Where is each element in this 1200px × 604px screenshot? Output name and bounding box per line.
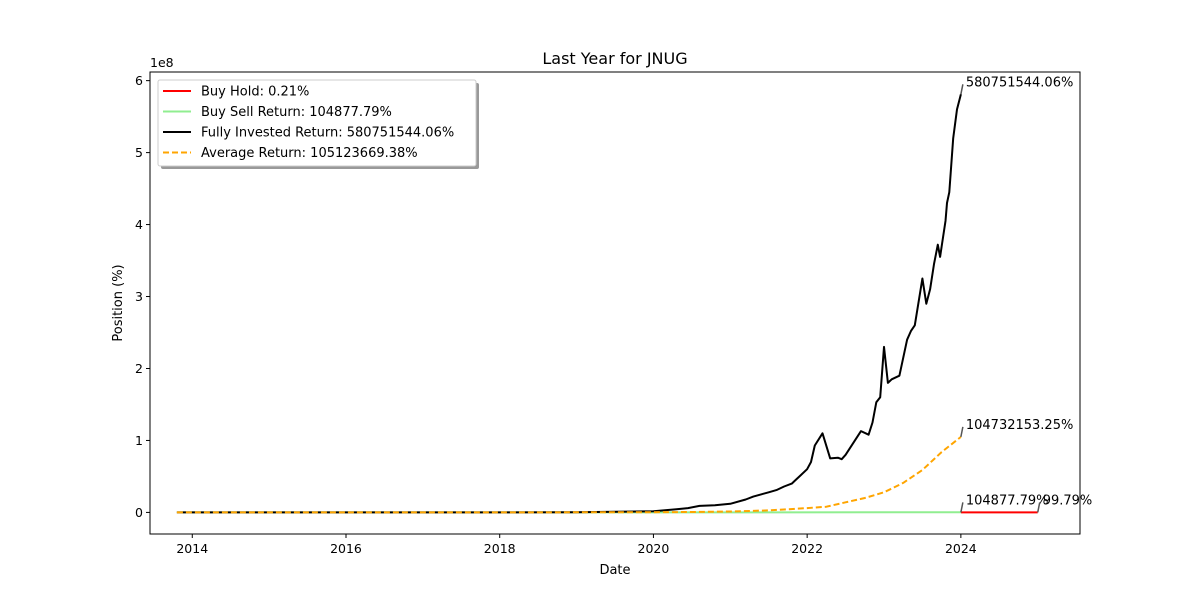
chart-title: Last Year for JNUG	[542, 49, 687, 68]
y-tick-label-6: 6	[135, 73, 143, 88]
annotation-arrow-0	[961, 84, 963, 94]
annotation-label-0: 580751544.06%	[966, 75, 1073, 90]
x-tick-label-3: 2020	[638, 541, 670, 556]
annotation-label-1: 104732153.25%	[966, 418, 1073, 433]
y-tick-label-0: 0	[135, 505, 143, 520]
annotation-arrow-1	[961, 427, 963, 437]
x-tick-label-2: 2018	[484, 541, 516, 556]
annotation-label-3: 99.79%	[1043, 493, 1093, 508]
y-tick-label-5: 5	[135, 145, 143, 160]
y-axis-label: Position (%)	[111, 264, 126, 341]
legend-label-1: Buy Sell Return: 104877.79%	[201, 105, 392, 120]
x-tick-label-4: 2022	[791, 541, 823, 556]
plot-area: 580751544.06% 104732153.25% 104877.79%99.7…	[135, 72, 1092, 556]
x-tick-label-0: 2014	[176, 541, 208, 556]
legend-label-3: Average Return: 105123669.38%	[201, 146, 418, 161]
legend-label-2: Fully Invested Return: 580751544.06%	[201, 126, 454, 141]
x-tick-label-5: 2024	[945, 541, 977, 556]
x-tick-label-1: 2016	[330, 541, 362, 556]
y-tick-label-3: 3	[135, 289, 143, 304]
annotation-arrow-2	[961, 502, 963, 512]
y-tick-label-4: 4	[135, 217, 143, 232]
legend-label-0: Buy Hold: 0.21%	[201, 85, 309, 100]
y-axis-multiplier: 1e8	[150, 55, 174, 70]
annotation-label-2: 104877.79%	[966, 493, 1049, 508]
x-axis-label: Date	[599, 563, 630, 578]
series-line-3	[177, 437, 961, 513]
y-tick-label-2: 2	[135, 361, 143, 376]
y-tick-label-1: 1	[135, 433, 143, 448]
